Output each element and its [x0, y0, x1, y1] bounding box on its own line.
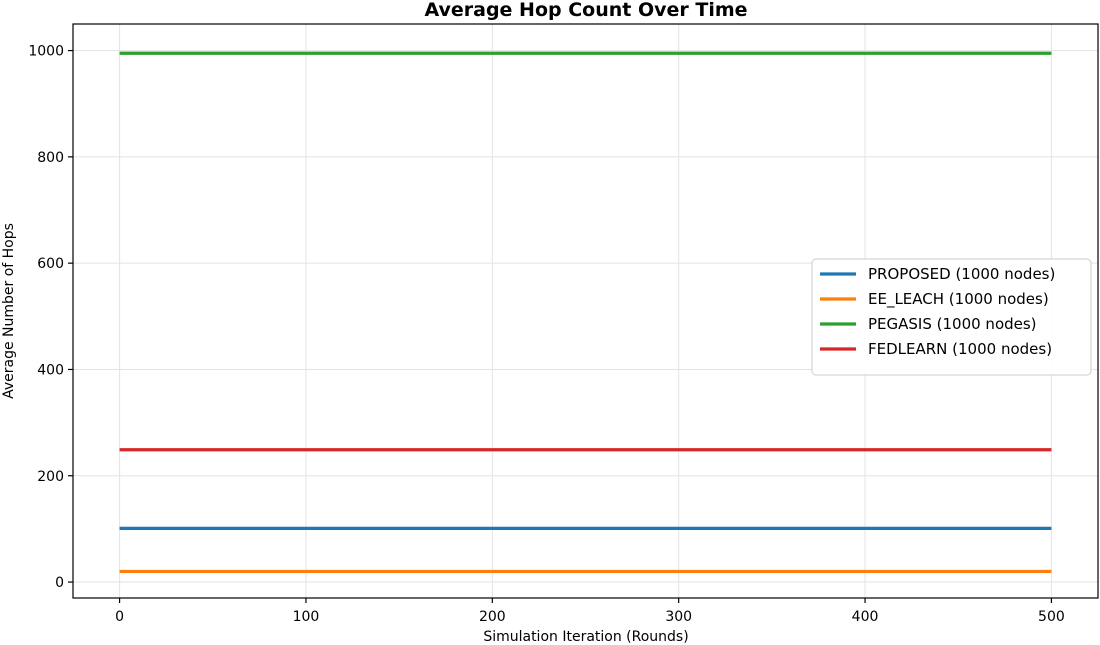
x-tick-label: 200 [479, 609, 506, 625]
y-tick-label: 600 [37, 256, 64, 272]
x-tick-label: 500 [1038, 609, 1065, 625]
x-tick-label: 100 [293, 609, 320, 625]
y-tick-label: 200 [37, 469, 64, 485]
y-tick-label: 1000 [28, 44, 64, 60]
legend-entry: FEDLEARN (1000 nodes) [868, 340, 1052, 358]
axis-ticks: 0 100 200 300 400 500 0 200 400 600 800 1000 [28, 44, 1064, 625]
plot-frame [72, 23, 1099, 599]
series-lines [119, 51, 1052, 574]
y-tick-label: 0 [55, 575, 64, 591]
x-tick-label: 0 [115, 609, 124, 625]
y-tick-label: 400 [37, 362, 64, 378]
x-tick-label: 400 [852, 609, 879, 625]
legend-entry: PROPOSED (1000 nodes) [868, 265, 1055, 283]
y-tick-label: 800 [37, 150, 64, 166]
legend-box [811, 258, 1092, 376]
legend-entry: PEGASIS (1000 nodes) [868, 315, 1037, 333]
legend: PROPOSED (1000 nodes) EE_LEACH (1000 node… [811, 258, 1092, 376]
y-axis-label: Average Number of Hops [1, 223, 17, 399]
chart-title: Average Hop Count Over Time [424, 0, 747, 21]
x-axis-label: Simulation Iteration (Rounds) [483, 629, 688, 645]
x-tick-label: 300 [665, 609, 692, 625]
legend-entry: EE_LEACH (1000 nodes) [868, 290, 1049, 309]
